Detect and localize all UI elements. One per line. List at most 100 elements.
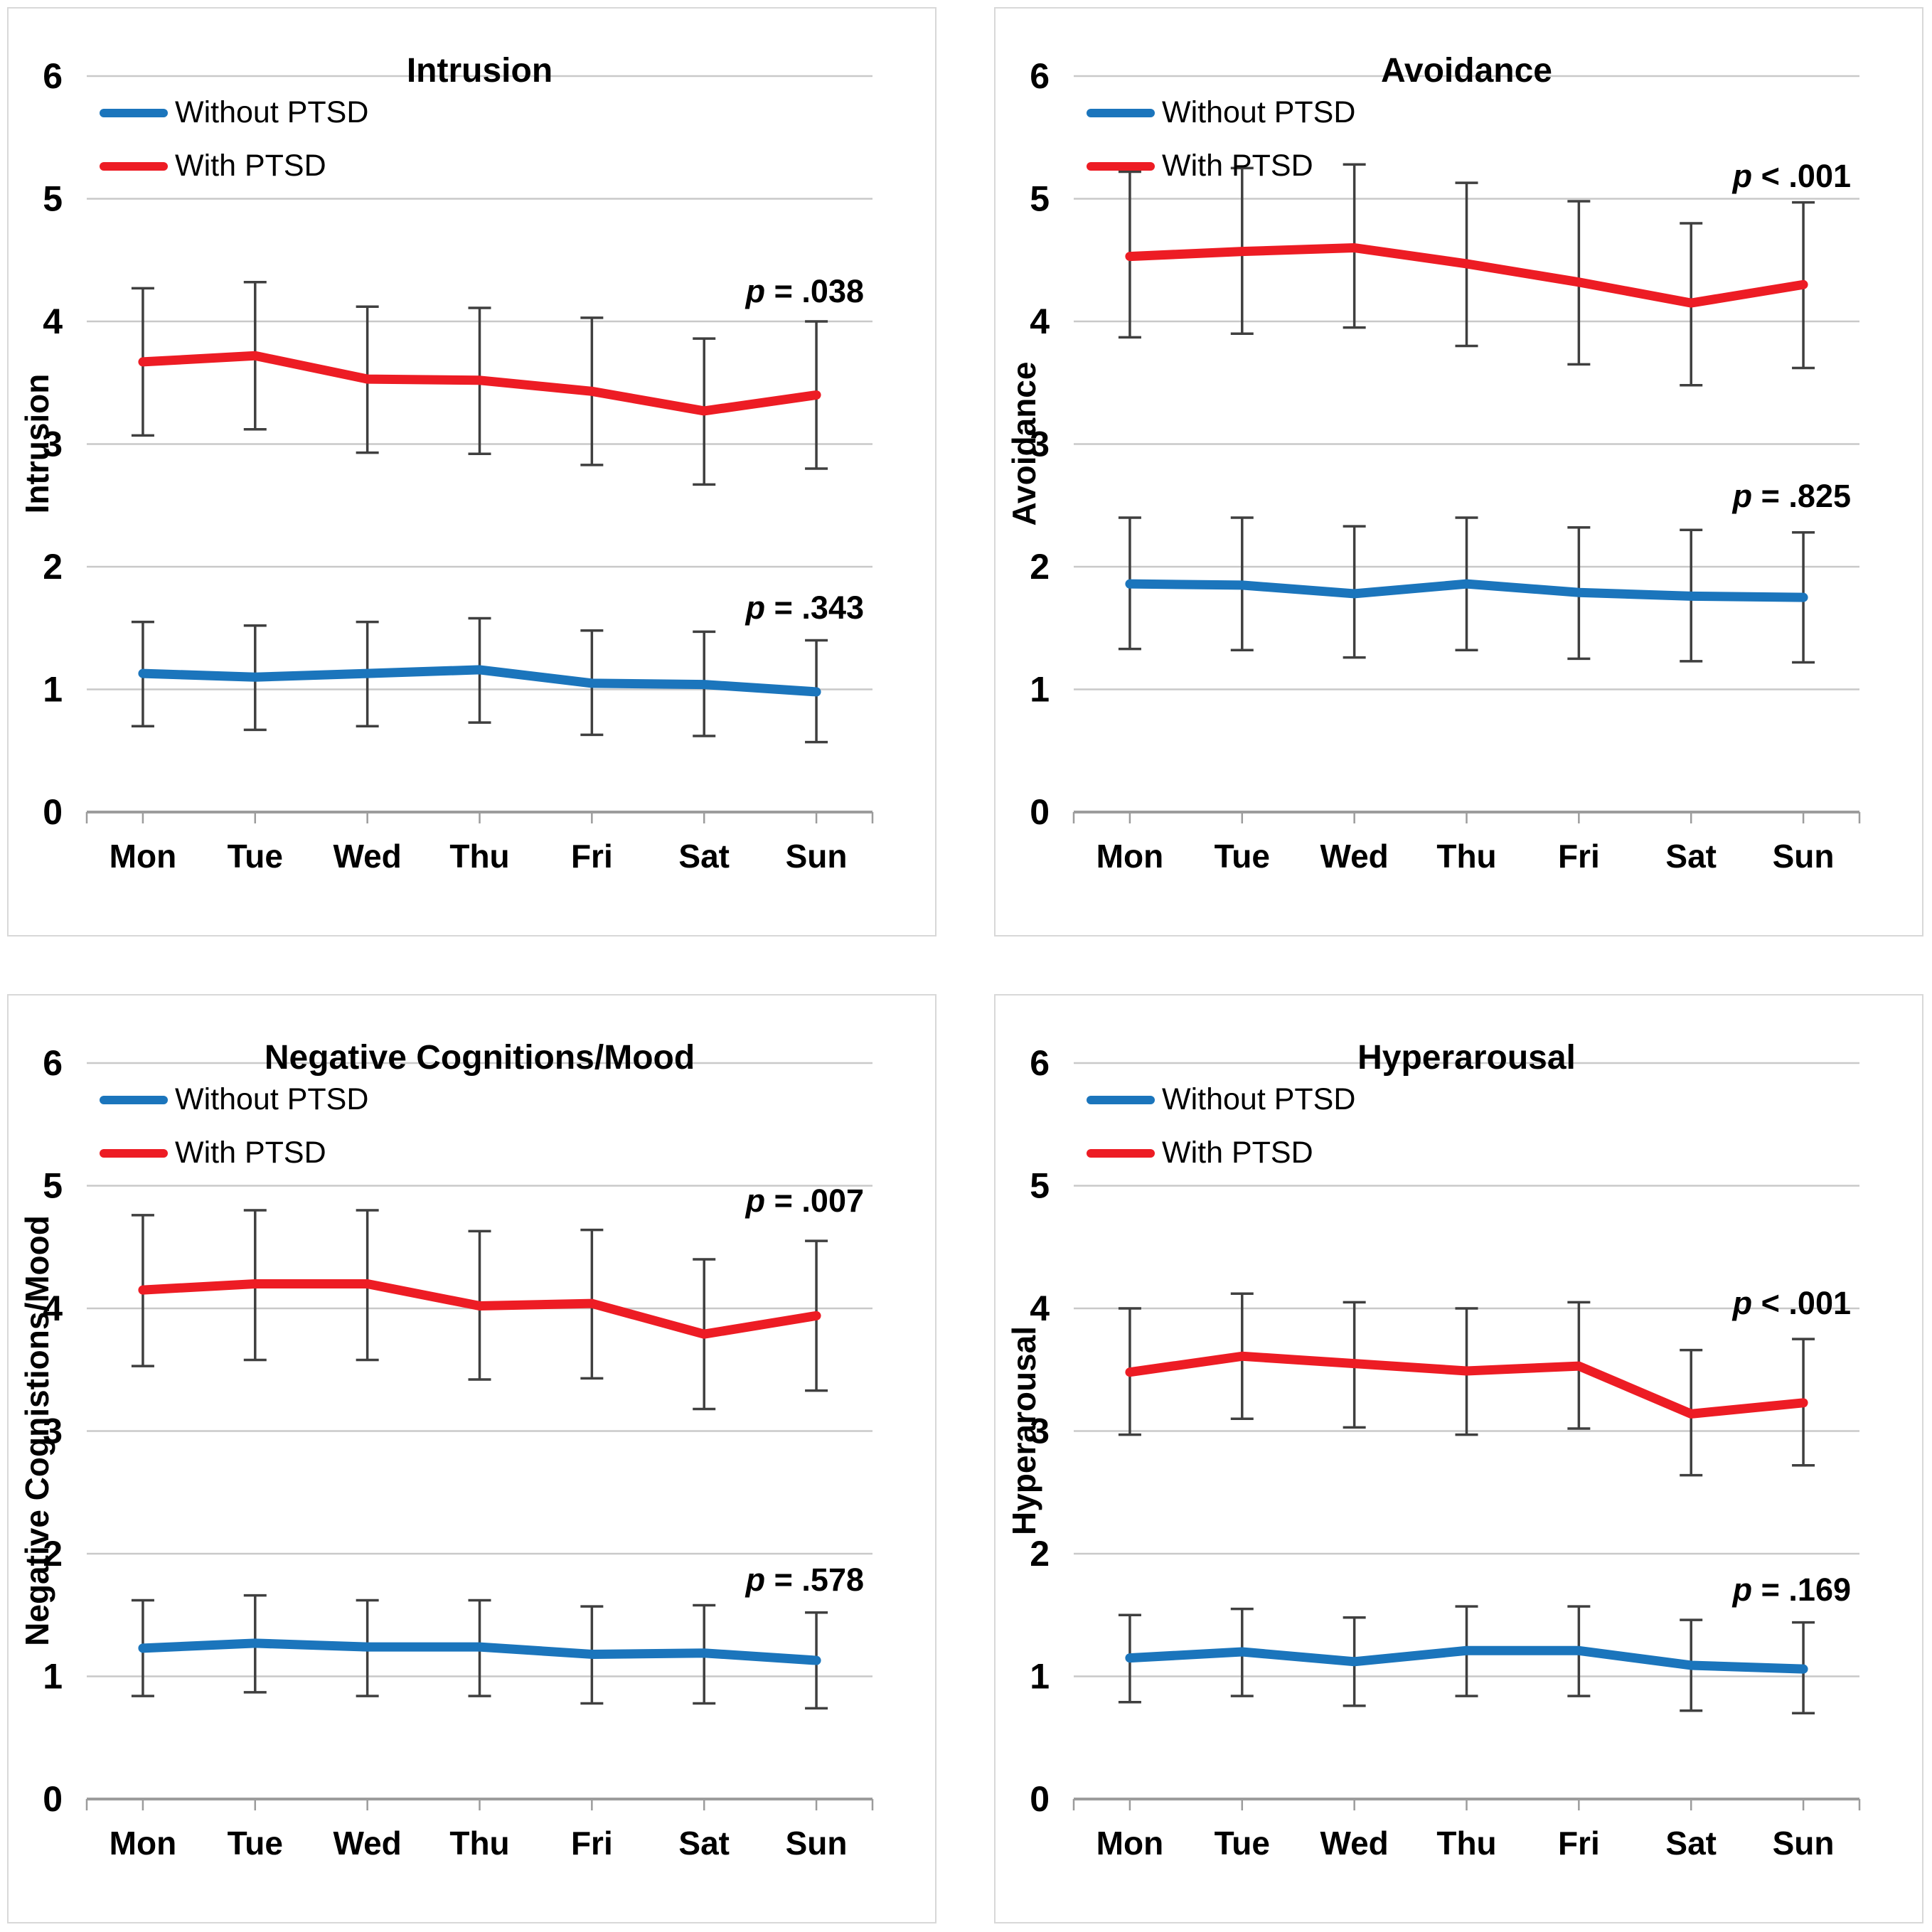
x-tick-label: Tue xyxy=(1215,1825,1270,1862)
y-tick-label: 1 xyxy=(43,1657,63,1697)
series-line-with-ptsd xyxy=(138,1279,821,1339)
x-tick-label: Sat xyxy=(678,838,730,875)
y-tick-label: 5 xyxy=(43,179,63,219)
chart-title: Intrusion xyxy=(406,51,553,90)
legend-line-swatch-without-ptsd xyxy=(100,1095,168,1104)
p-value-with-ptsd: p = .038 xyxy=(745,273,864,310)
legend-label: Without PTSD xyxy=(175,95,369,129)
x-tick-label: Sun xyxy=(786,838,848,875)
x-tick-label: Tue xyxy=(228,838,283,875)
x-tick-label: Fri xyxy=(1558,838,1600,875)
series-line-without-ptsd xyxy=(138,1638,821,1665)
x-tick-label: Sun xyxy=(786,1825,848,1862)
legend-item-without-ptsd: Without PTSD xyxy=(100,1082,368,1117)
y-tick-label: 0 xyxy=(1030,792,1050,832)
y-tick-label: 2 xyxy=(1030,1534,1050,1574)
y-tick-label: 2 xyxy=(43,1534,63,1574)
chart-panel-avoidance: 0 1 2 3 4 5 6 Mon Tue Wed Thu Fri Sat Sun Avoidance A… xyxy=(994,7,1923,936)
x-tick-label: Wed xyxy=(1320,1825,1389,1862)
legend-line-swatch-without-ptsd xyxy=(1087,108,1155,117)
y-tick-label: 6 xyxy=(43,56,63,96)
y-tick-label: 4 xyxy=(1030,1288,1050,1328)
y-tick-label: 5 xyxy=(43,1166,63,1206)
legend: Without PTSD With PTSD xyxy=(1087,95,1355,183)
legend-item-without-ptsd: Without PTSD xyxy=(100,95,368,130)
x-tick-label: Thu xyxy=(1436,838,1496,875)
legend-item-without-ptsd: Without PTSD xyxy=(1087,95,1355,130)
y-tick-label: 0 xyxy=(43,1779,63,1819)
chart-panel-intrusion: 0 1 2 3 4 5 6 Mon Tue Wed Thu Fri Sat Sun Intrusion I… xyxy=(7,7,936,936)
y-tick-label: 2 xyxy=(43,547,63,587)
y-tick-label: 5 xyxy=(1030,1166,1050,1206)
x-tick-label: Fri xyxy=(571,1825,613,1862)
legend-line-swatch-with-ptsd xyxy=(1087,161,1155,171)
y-tick-label: 4 xyxy=(1030,301,1050,341)
x-tick-label: Fri xyxy=(1558,1825,1600,1862)
series-line-without-ptsd xyxy=(1125,1645,1808,1674)
y-tick-label: 0 xyxy=(1030,1779,1050,1819)
x-tick-label: Mon xyxy=(1096,838,1164,875)
y-axis-label: Intrusion xyxy=(18,373,55,514)
series-line-without-ptsd xyxy=(138,665,821,697)
legend-line-swatch-without-ptsd xyxy=(100,108,168,117)
y-tick-label: 4 xyxy=(43,1288,63,1328)
x-tick-label: Wed xyxy=(333,838,402,875)
legend-line-swatch-without-ptsd xyxy=(1087,1095,1155,1104)
plot-area-avoidance: 0 1 2 3 4 5 6 Mon Tue Wed Thu Fri Sat Sun xyxy=(1030,56,1861,875)
legend-item-with-ptsd: With PTSD xyxy=(1087,149,1355,183)
legend-label: With PTSD xyxy=(175,1136,326,1170)
y-tick-label: 3 xyxy=(1030,425,1050,464)
legend-label: Without PTSD xyxy=(175,1082,369,1116)
p-value-without-ptsd: p = .343 xyxy=(745,589,864,626)
y-tick-label: 3 xyxy=(43,1411,63,1451)
chart-title: Negative Cognitions/Mood xyxy=(264,1038,695,1077)
legend-item-with-ptsd: With PTSD xyxy=(1087,1136,1355,1170)
x-tick-label: Mon xyxy=(1096,1825,1164,1862)
x-tick-label: Sat xyxy=(678,1825,730,1862)
legend-line-swatch-with-ptsd xyxy=(100,161,168,171)
legend-line-swatch-with-ptsd xyxy=(1087,1148,1155,1158)
legend-line-swatch-with-ptsd xyxy=(100,1148,168,1158)
x-tick-label: Fri xyxy=(571,838,613,875)
y-tick-label: 6 xyxy=(43,1043,63,1083)
y-axis-label: Negative Cognistions/Mood xyxy=(18,1215,55,1646)
p-value-with-ptsd: p < .001 xyxy=(1732,157,1851,194)
legend-label: Without PTSD xyxy=(1162,1082,1356,1116)
x-tick-label: Mon xyxy=(110,1825,177,1862)
y-tick-label: 4 xyxy=(43,301,63,341)
y-tick-label: 6 xyxy=(1030,1043,1050,1083)
series-line-without-ptsd xyxy=(1125,579,1808,602)
chart-panel-negative-cognitions-mood: 0 1 2 3 4 5 6 Mon Tue Wed Thu Fri Sat Sun Negative Co… xyxy=(7,994,936,1923)
x-tick-label: Wed xyxy=(333,1825,402,1862)
x-tick-label: Tue xyxy=(1215,838,1270,875)
series-line-with-ptsd xyxy=(138,351,821,416)
y-tick-label: 2 xyxy=(1030,547,1050,587)
x-tick-label: Wed xyxy=(1320,838,1389,875)
legend-label: With PTSD xyxy=(1162,1136,1313,1170)
y-tick-label: 1 xyxy=(1030,670,1050,710)
x-tick-label: Tue xyxy=(228,1825,283,1862)
legend: Without PTSD With PTSD xyxy=(100,1082,368,1170)
legend: Without PTSD With PTSD xyxy=(1087,1082,1355,1170)
legend-item-without-ptsd: Without PTSD xyxy=(1087,1082,1355,1117)
y-tick-label: 6 xyxy=(1030,56,1050,96)
chart-panel-hyperarousal: 0 1 2 3 4 5 6 Mon Tue Wed Thu Fri Sat Sun Hyperarousa… xyxy=(994,994,1923,1923)
p-value-without-ptsd: p = .169 xyxy=(1732,1571,1851,1608)
chart-title: Hyperarousal xyxy=(1357,1038,1576,1077)
legend-label: With PTSD xyxy=(175,149,326,183)
x-tick-label: Sat xyxy=(1665,838,1717,875)
chart-title: Avoidance xyxy=(1381,51,1552,90)
y-tick-label: 1 xyxy=(43,670,63,710)
series-line-with-ptsd xyxy=(1125,1351,1808,1419)
legend-item-with-ptsd: With PTSD xyxy=(100,1136,368,1170)
x-tick-label: Sat xyxy=(1665,1825,1717,1862)
plot-area-intrusion: 0 1 2 3 4 5 6 Mon Tue Wed Thu Fri Sat Sun xyxy=(43,56,874,875)
p-value-with-ptsd: p < .001 xyxy=(1732,1284,1851,1321)
legend: Without PTSD With PTSD xyxy=(100,95,368,183)
y-tick-label: 1 xyxy=(1030,1657,1050,1697)
x-tick-label: Thu xyxy=(449,838,509,875)
plot-area-negative-cognitions-mood: 0 1 2 3 4 5 6 Mon Tue Wed Thu Fri Sat Sun xyxy=(43,1043,874,1862)
plot-area-hyperarousal: 0 1 2 3 4 5 6 Mon Tue Wed Thu Fri Sat Sun xyxy=(1030,1043,1861,1862)
y-tick-label: 3 xyxy=(1030,1411,1050,1451)
